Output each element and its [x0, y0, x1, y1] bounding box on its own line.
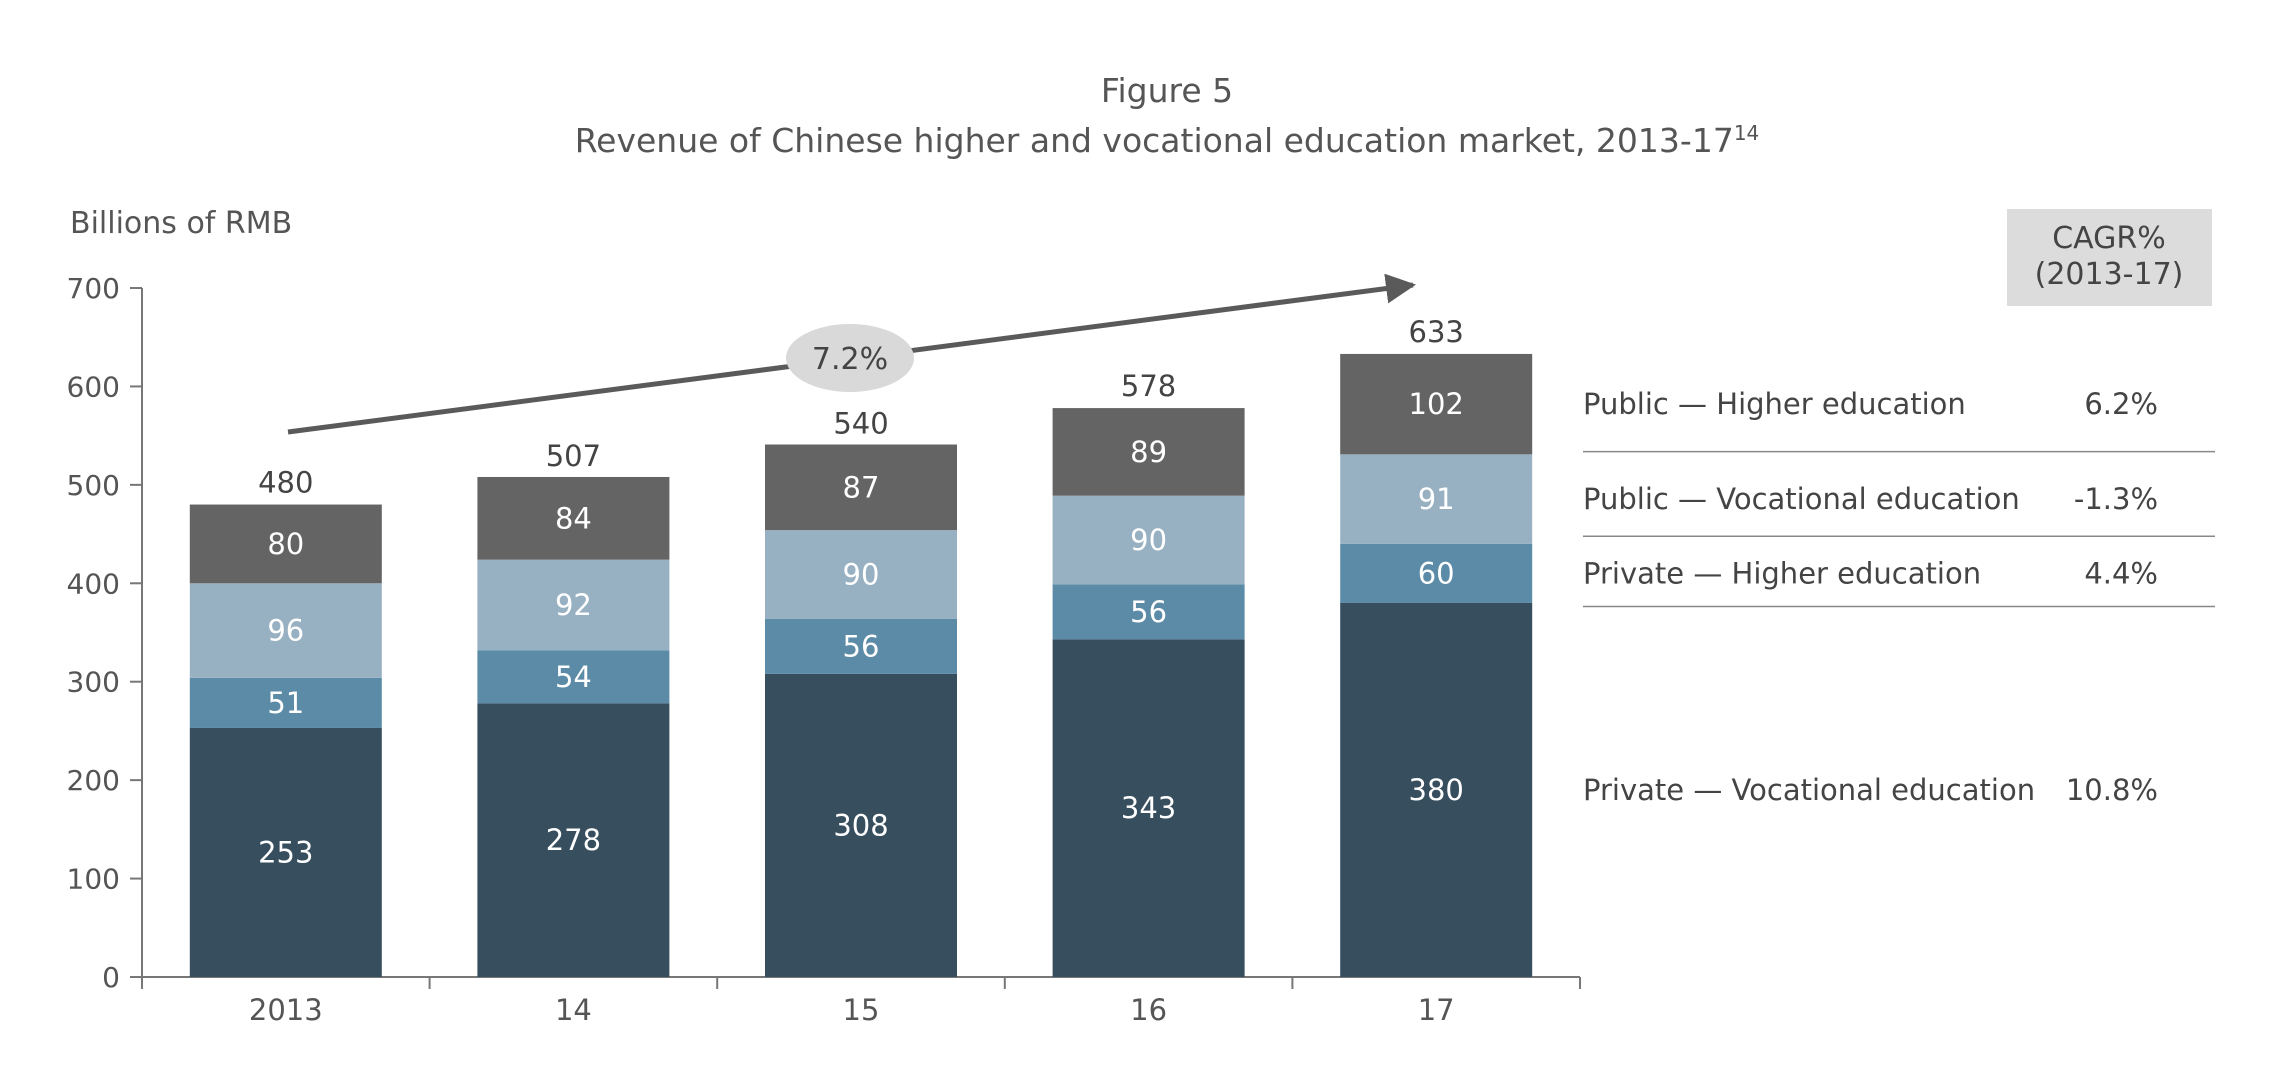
x-tick-label: 2013: [249, 993, 323, 1027]
y-tick-label: 200: [67, 764, 120, 797]
total-label: 633: [1409, 315, 1464, 349]
bar-segment: [477, 559, 670, 651]
bar-segment: [189, 583, 382, 678]
total-label: 540: [833, 406, 888, 440]
total-label: 578: [1121, 369, 1176, 403]
bar-segment: [1340, 454, 1533, 544]
figure-label: Figure 5: [1101, 71, 1233, 110]
data-label: 90: [1130, 523, 1167, 557]
data-label: 54: [555, 660, 592, 694]
bar-segment: [477, 650, 670, 704]
legend-cagr-value: 10.8%: [2066, 773, 2158, 807]
bar-segment: [765, 530, 957, 619]
data-label: 91: [1418, 482, 1455, 516]
total-label: 480: [258, 466, 313, 500]
data-label: 308: [833, 808, 888, 842]
data-label: 96: [267, 614, 304, 648]
bar-segment: [1052, 584, 1245, 640]
data-label: 84: [555, 501, 592, 535]
bar-segment: [1340, 543, 1533, 603]
bar-segment: [189, 504, 382, 584]
y-tick-label: 100: [67, 863, 120, 896]
data-label: 253: [258, 835, 313, 869]
y-axis-label: Billions of RMB: [70, 206, 292, 241]
legend-cagr-value: 4.4%: [2084, 556, 2158, 590]
bar-segment: [1340, 353, 1533, 455]
legend-cagr-value: -1.3%: [2074, 482, 2158, 516]
data-label: 87: [843, 470, 880, 504]
bar-segment: [189, 727, 382, 977]
legend-header: CAGR% (2013-17): [2035, 221, 2184, 292]
data-label: 89: [1130, 435, 1167, 469]
data-label: 92: [555, 588, 592, 622]
cagr-bubble: [786, 324, 914, 392]
y-tick-label: 0: [102, 961, 120, 994]
data-label: 278: [546, 823, 601, 857]
bar-segment: [765, 444, 957, 531]
total-label: 507: [546, 439, 601, 473]
legend-header-line2: (2013-17): [2035, 257, 2184, 292]
bars: 253 51 96 80 480 2013 278 54 92 84 507 14 308 56 90 87 5…: [189, 315, 1533, 1027]
x-tick-label: 14: [555, 993, 592, 1027]
legend-cagr-value: 6.2%: [2084, 387, 2158, 421]
overall-cagr-label: 7.2%: [812, 342, 888, 377]
y-tick-label: 500: [67, 469, 120, 502]
bar-segment: [1052, 495, 1245, 585]
bar-segment: [189, 677, 382, 728]
data-label: 56: [843, 629, 880, 663]
bar-segment: [1052, 408, 1245, 496]
x-tick-label: 15: [843, 993, 880, 1027]
data-label: 56: [1130, 595, 1167, 629]
bar-segment: [765, 618, 957, 674]
data-label: 80: [267, 527, 304, 561]
x-tick-label: 17: [1418, 993, 1455, 1027]
legend-header-box: [2007, 209, 2212, 306]
data-label: 60: [1418, 556, 1455, 590]
title-footnote: 14: [1734, 121, 1759, 145]
bar-segment: [477, 476, 670, 560]
data-label: 102: [1409, 387, 1464, 421]
data-label: 380: [1409, 773, 1464, 807]
legend-series-name: Private — Higher education: [1583, 556, 1981, 590]
chart-title-text: Revenue of Chinese higher and vocational…: [575, 121, 1734, 160]
bar-segment: [1340, 602, 1533, 977]
data-label: 343: [1121, 791, 1176, 825]
y-tick-label: 400: [67, 567, 120, 600]
bar-segment: [477, 703, 670, 977]
chart-title: Revenue of Chinese higher and vocational…: [575, 121, 1760, 160]
y-tick-label: 600: [67, 370, 120, 403]
bar-segment: [765, 673, 957, 977]
legend: Private — Vocational education 10.8% Priva…: [1583, 387, 2215, 807]
data-label: 51: [267, 686, 304, 720]
x-tick-label: 16: [1130, 993, 1167, 1027]
data-label: 90: [843, 557, 880, 591]
y-tick-label: 700: [67, 272, 120, 305]
legend-header-line1: CAGR%: [2052, 221, 2166, 256]
y-tick-label: 300: [67, 666, 120, 699]
legend-series-name: Public — Vocational education: [1583, 482, 2020, 516]
bar-segment: [1052, 639, 1245, 977]
legend-series-name: Private — Vocational education: [1583, 773, 2035, 807]
legend-series-name: Public — Higher education: [1583, 387, 1966, 421]
